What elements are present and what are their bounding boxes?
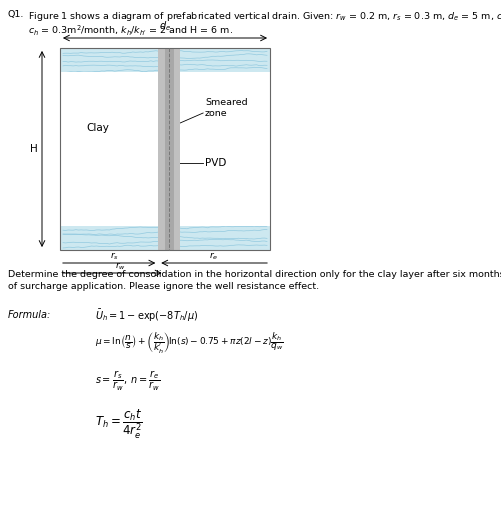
Bar [165, 48, 174, 250]
Text: Figure 1 shows a diagram of prefabricated vertical drain. Given: $r_w$ = 0.2 m, : Figure 1 shows a diagram of prefabricate… [28, 10, 501, 23]
Bar [158, 48, 165, 250]
Text: Smeared
zone: Smeared zone [205, 98, 248, 118]
Text: Q1.: Q1. [8, 10, 25, 19]
Text: PVD: PVD [205, 158, 226, 168]
Text: $d_e$: $d_e$ [159, 19, 171, 33]
Text: $s = \dfrac{r_s}{r_w},\; n = \dfrac{r_e}{r_w}$: $s = \dfrac{r_s}{r_w},\; n = \dfrac{r_e}… [95, 368, 161, 392]
Bar [174, 48, 180, 250]
Bar [60, 48, 270, 250]
Bar [60, 48, 270, 250]
Text: of surcharge application. Please ignore the well resistance effect.: of surcharge application. Please ignore … [8, 282, 319, 291]
Text: Clay: Clay [87, 123, 109, 133]
Text: $\mu = \ln\!\left(\dfrac{n}{s}\right) + \left(\dfrac{k_h}{k_h^{\prime}}\right)\!: $\mu = \ln\!\left(\dfrac{n}{s}\right) + … [95, 330, 284, 355]
Text: $r_w$: $r_w$ [115, 261, 126, 272]
Text: $r_s$: $r_s$ [110, 250, 119, 262]
Text: H: H [30, 144, 38, 154]
Bar [60, 72, 270, 226]
Text: $r_e$: $r_e$ [209, 250, 219, 262]
Text: $T_h = \dfrac{c_h t}{4r_e^2}$: $T_h = \dfrac{c_h t}{4r_e^2}$ [95, 408, 143, 442]
Text: $c_h$ = 0.3m$^2$/month, $k_h$/$k_{h'}$ = 2 and H = 6 m.: $c_h$ = 0.3m$^2$/month, $k_h$/$k_{h'}$ =… [28, 24, 233, 38]
Text: Determine the degree of consolidation in the horizontal direction only for the c: Determine the degree of consolidation in… [8, 270, 501, 279]
Text: Formula:: Formula: [8, 310, 51, 320]
Text: $\bar{U}_h = 1 - \exp(-8T_h/\mu)$: $\bar{U}_h = 1 - \exp(-8T_h/\mu)$ [95, 308, 198, 324]
